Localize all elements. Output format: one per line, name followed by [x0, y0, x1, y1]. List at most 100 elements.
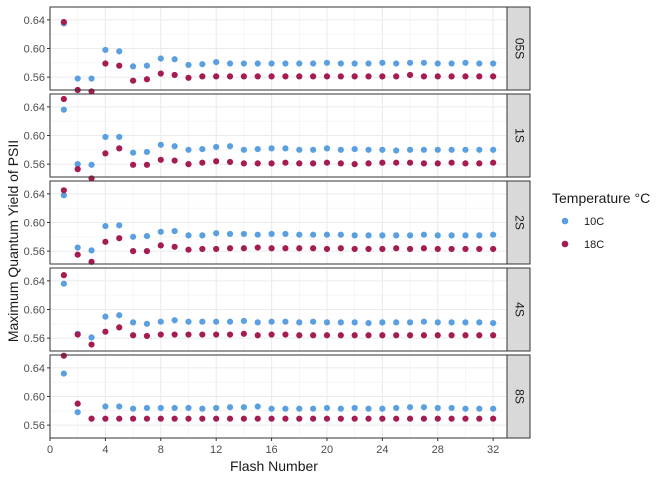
- data-point-10C: [310, 60, 317, 67]
- x-tick-label: 32: [487, 444, 499, 456]
- data-point-10C: [476, 319, 483, 326]
- data-point-18C: [60, 187, 67, 194]
- data-point-18C: [199, 245, 206, 253]
- data-point-10C: [157, 404, 164, 412]
- y-tick-label: 0.64: [24, 363, 45, 375]
- data-point-18C: [102, 328, 109, 335]
- data-point-18C: [171, 331, 178, 338]
- data-point-18C: [434, 245, 441, 253]
- data-point-18C: [254, 160, 261, 167]
- y-axis-title: Maximum Quantum Yield of PSII: [5, 140, 21, 342]
- data-point-10C: [116, 403, 123, 410]
- data-point-18C: [102, 150, 109, 157]
- legend: Temperature °C 10C 18C: [552, 190, 650, 251]
- data-point-10C: [254, 231, 261, 238]
- data-point-10C: [337, 146, 344, 153]
- facet-strip-label: 05S: [512, 38, 526, 59]
- data-point-10C: [365, 232, 372, 239]
- data-point-10C: [240, 404, 247, 411]
- y-tick-label: 0.56: [24, 72, 45, 84]
- data-point-10C: [185, 404, 192, 412]
- data-point-10C: [171, 56, 178, 63]
- data-point-18C: [476, 73, 483, 80]
- data-point-10C: [88, 247, 95, 254]
- data-point-18C: [351, 245, 358, 253]
- data-point-18C: [393, 159, 400, 166]
- data-point-10C: [462, 146, 469, 153]
- data-point-10C: [74, 244, 81, 251]
- data-point-18C: [379, 332, 386, 339]
- data-point-10C: [254, 319, 261, 326]
- data-point-18C: [393, 332, 400, 339]
- data-point-10C: [157, 55, 164, 62]
- data-point-18C: [462, 415, 469, 422]
- data-point-10C: [60, 106, 67, 113]
- data-point-18C: [434, 160, 441, 167]
- data-point-10C: [310, 405, 317, 412]
- data-point-18C: [157, 70, 164, 77]
- data-point-18C: [254, 332, 261, 339]
- data-point-10C: [171, 227, 178, 235]
- data-point-10C: [129, 233, 137, 240]
- legend-label-18C: 18C: [584, 239, 604, 251]
- data-point-10C: [157, 228, 164, 235]
- data-point-18C: [323, 245, 331, 253]
- data-point-18C: [365, 415, 372, 422]
- data-point-10C: [268, 60, 275, 67]
- data-point-10C: [60, 280, 67, 287]
- data-point-18C: [310, 245, 317, 252]
- data-point-10C: [60, 192, 67, 199]
- data-point-18C: [282, 73, 289, 80]
- data-point-10C: [420, 59, 428, 66]
- data-point-18C: [213, 73, 220, 80]
- data-point-18C: [406, 332, 414, 339]
- data-point-18C: [406, 159, 414, 166]
- data-point-10C: [199, 318, 206, 325]
- data-point-10C: [116, 133, 123, 141]
- data-point-18C: [199, 73, 206, 80]
- data-point-10C: [199, 405, 206, 412]
- legend-key-18C: [561, 240, 569, 248]
- x-tick-label: 4: [102, 444, 108, 456]
- data-point-18C: [282, 245, 289, 252]
- data-point-10C: [88, 161, 95, 168]
- data-point-10C: [74, 75, 81, 82]
- data-point-10C: [296, 60, 303, 67]
- facet-strip: [506, 267, 531, 352]
- panel-4S: 0.56 0.60 0.64 4S: [24, 267, 531, 352]
- data-point-18C: [296, 415, 303, 422]
- data-point-10C: [393, 232, 400, 239]
- data-point-18C: [74, 166, 81, 173]
- data-point-18C: [434, 332, 441, 339]
- data-point-10C: [116, 312, 123, 319]
- data-point-10C: [102, 133, 109, 141]
- data-point-18C: [199, 331, 206, 338]
- data-point-18C: [462, 332, 469, 339]
- data-point-10C: [102, 403, 109, 410]
- data-point-10C: [268, 230, 275, 238]
- data-point-18C: [60, 18, 67, 26]
- data-point-10C: [129, 63, 137, 70]
- data-point-10C: [143, 62, 151, 69]
- data-point-10C: [379, 319, 386, 326]
- x-tick-label: 12: [210, 444, 222, 456]
- data-point-18C: [476, 245, 483, 253]
- data-point-10C: [185, 232, 192, 239]
- data-point-18C: [129, 161, 137, 168]
- data-point-10C: [406, 232, 414, 239]
- data-point-10C: [296, 319, 303, 326]
- data-point-18C: [476, 332, 483, 339]
- panel-2S: 0.56 0.60 0.64 2S: [24, 180, 531, 265]
- data-point-18C: [268, 331, 275, 338]
- data-point-10C: [129, 405, 137, 412]
- data-point-18C: [60, 272, 67, 279]
- x-tick-label: 0: [47, 444, 53, 456]
- data-point-10C: [240, 60, 247, 67]
- data-point-10C: [476, 232, 483, 239]
- data-point-18C: [88, 415, 95, 422]
- data-point-10C: [434, 146, 441, 153]
- data-point-18C: [393, 415, 400, 422]
- facet-strip-label: 2S: [512, 215, 526, 230]
- data-point-18C: [213, 245, 220, 253]
- y-tick-label: 0.64: [24, 189, 45, 201]
